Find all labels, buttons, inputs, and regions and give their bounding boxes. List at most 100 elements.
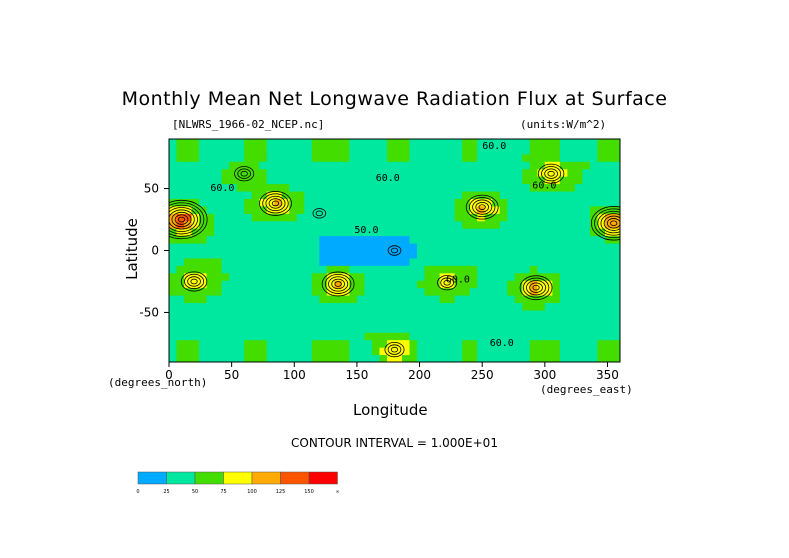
heatmap-cell	[304, 139, 313, 147]
heatmap-cell	[221, 257, 230, 266]
heatmap-cell	[537, 153, 546, 162]
heatmap-cell	[537, 198, 546, 207]
heatmap-cell	[574, 139, 583, 147]
heatmap-cell	[326, 302, 335, 311]
x-tick-label: 100	[283, 368, 306, 382]
heatmap-cell	[514, 257, 523, 266]
heatmap-cell	[266, 250, 275, 259]
heatmap-cell	[477, 235, 486, 244]
heatmap-cell	[289, 168, 298, 177]
heatmap-cell	[552, 317, 561, 326]
heatmap-cell	[379, 302, 388, 311]
heatmap-cell	[214, 213, 223, 222]
heatmap-cell	[559, 183, 568, 192]
heatmap-cell	[484, 153, 493, 162]
heatmap-cell	[386, 295, 395, 304]
heatmap-cell	[417, 243, 426, 251]
heatmap-cell	[229, 139, 238, 147]
heatmap-cell	[206, 243, 215, 251]
heatmap-cell	[552, 332, 561, 341]
heatmap-cell	[326, 228, 335, 237]
heatmap-cell	[356, 317, 365, 326]
heatmap-cell	[469, 295, 478, 304]
heatmap-cell	[266, 168, 275, 177]
heatmap-cell	[169, 243, 178, 251]
heatmap-cell	[567, 287, 576, 296]
colorbar-label: ∞	[335, 489, 339, 495]
heatmap-cell	[176, 257, 185, 266]
heatmap-cell	[334, 332, 343, 341]
heatmap-cell	[386, 220, 395, 229]
heatmap-cell	[484, 287, 493, 296]
heatmap-cell	[552, 205, 561, 214]
heatmap-cell	[454, 220, 463, 229]
heatmap-cell	[612, 339, 620, 348]
heatmap-cell	[439, 295, 448, 304]
heatmap-cell	[507, 302, 516, 311]
heatmap-cell	[514, 228, 523, 237]
heatmap-cell	[334, 287, 343, 296]
heatmap-cell	[477, 280, 486, 289]
heatmap-cell	[289, 257, 298, 266]
heatmap-cell	[559, 257, 568, 266]
heatmap-cell	[304, 205, 313, 214]
heatmap-cell	[296, 272, 305, 281]
heatmap-cell	[199, 347, 208, 356]
heatmap-cell	[199, 302, 208, 311]
heatmap-cell	[402, 213, 411, 222]
heatmap-cell	[371, 287, 380, 296]
heatmap-cell	[529, 347, 538, 356]
heatmap-cell	[244, 250, 253, 259]
heatmap-cell	[454, 302, 463, 311]
heatmap-cell	[507, 272, 516, 281]
heatmap-cell	[319, 339, 328, 348]
heatmap-cell	[244, 228, 253, 237]
heatmap-cell	[259, 235, 268, 244]
heatmap-cell	[432, 205, 441, 214]
heatmap-cell	[574, 146, 583, 155]
heatmap-cell	[229, 213, 238, 222]
heatmap-cell	[499, 161, 508, 170]
heatmap-cell	[597, 280, 606, 289]
heatmap-cell	[236, 168, 245, 177]
heatmap-cell	[191, 302, 200, 311]
heatmap-cell	[409, 205, 418, 214]
heatmap-cell	[447, 213, 456, 222]
heatmap-cell	[206, 309, 215, 318]
heatmap-cell	[417, 332, 426, 341]
heatmap-cell	[259, 183, 268, 192]
y-tick-label: -50	[139, 305, 159, 319]
x-tick-label: 150	[345, 368, 368, 382]
heatmap-cell	[612, 257, 620, 266]
heatmap-cell	[206, 161, 215, 170]
heatmap-cell	[439, 354, 448, 362]
heatmap-cell	[274, 161, 283, 170]
heatmap-cell	[469, 347, 478, 356]
heatmap-cell	[402, 205, 411, 214]
heatmap-cell	[386, 168, 395, 177]
heatmap-cell	[214, 302, 223, 311]
heatmap-cell	[499, 228, 508, 237]
heatmap-cell	[439, 324, 448, 333]
heatmap-cell	[206, 347, 215, 356]
heatmap-cell	[462, 176, 471, 185]
heatmap-cell	[492, 347, 501, 356]
contour-line	[590, 206, 620, 241]
heatmap-cell	[259, 332, 268, 341]
contour-line	[522, 277, 550, 298]
heatmap-cell	[386, 272, 395, 281]
heatmap-cell	[589, 257, 598, 266]
heatmap-cell	[499, 354, 508, 362]
heatmap-cell	[469, 302, 478, 311]
heatmap-cell	[364, 146, 373, 155]
heatmap-cell	[582, 339, 591, 348]
heatmap-cell	[356, 339, 365, 348]
heatmap-cell	[604, 324, 613, 333]
heatmap-cell	[281, 176, 290, 185]
heatmap-cell	[477, 317, 486, 326]
heatmap-cell	[386, 198, 395, 207]
heatmap-cell	[176, 272, 185, 281]
heatmap-cell	[289, 287, 298, 296]
units-label: (units:W/m^2)	[520, 118, 607, 131]
heatmap-cell	[507, 287, 516, 296]
